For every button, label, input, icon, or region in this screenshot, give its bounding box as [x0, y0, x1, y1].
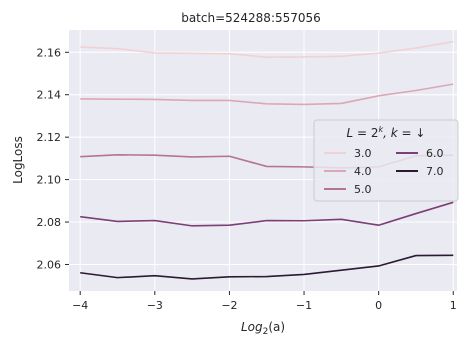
chart-title: batch=524288:557056 [181, 11, 321, 25]
series-line-7-0 [80, 254, 454, 280]
legend-label: 6.0 [426, 147, 444, 160]
series-line-4-0 [80, 83, 454, 106]
legend-title: L = 2k, k = ↓ [347, 125, 426, 140]
y-tick-label: 2.06 [37, 258, 62, 271]
legend-items: 3.0 4.0 5.0 6.0 7.0 [324, 147, 444, 196]
y-tick-label: 2.14 [37, 89, 62, 102]
series-line-3-0 [80, 40, 454, 58]
legend-label: 4.0 [354, 165, 372, 178]
x-axis-label: Log2(a) [241, 320, 285, 337]
x-tick-label: −3 [147, 299, 163, 312]
x-tick-label: 0 [375, 299, 382, 312]
x-ticks: −4 −3 −2 −1 0 1 [72, 291, 457, 312]
series-line-6-0 [80, 201, 454, 227]
x-tick-label: 1 [450, 299, 457, 312]
y-tick-label: 2.12 [37, 131, 62, 144]
x-tick-label: −4 [72, 299, 88, 312]
legend-label: 5.0 [354, 183, 372, 196]
legend-label: 7.0 [426, 165, 444, 178]
x-tick-label: −2 [221, 299, 237, 312]
series-lines [80, 40, 454, 280]
x-tick-label: −1 [296, 299, 312, 312]
y-axis-label: LogLoss [11, 136, 25, 184]
y-tick-label: 2.10 [37, 174, 62, 187]
legend-box [313, 119, 459, 202]
legend: L = 2k, k = ↓ 3.0 4.0 5.0 6.0 7.0 [313, 119, 459, 202]
y-ticks: 2.06 2.08 2.10 2.12 2.14 2.16 [37, 46, 69, 271]
y-tick-label: 2.08 [37, 216, 62, 229]
legend-label: 3.0 [354, 147, 372, 160]
y-tick-label: 2.16 [37, 46, 62, 59]
